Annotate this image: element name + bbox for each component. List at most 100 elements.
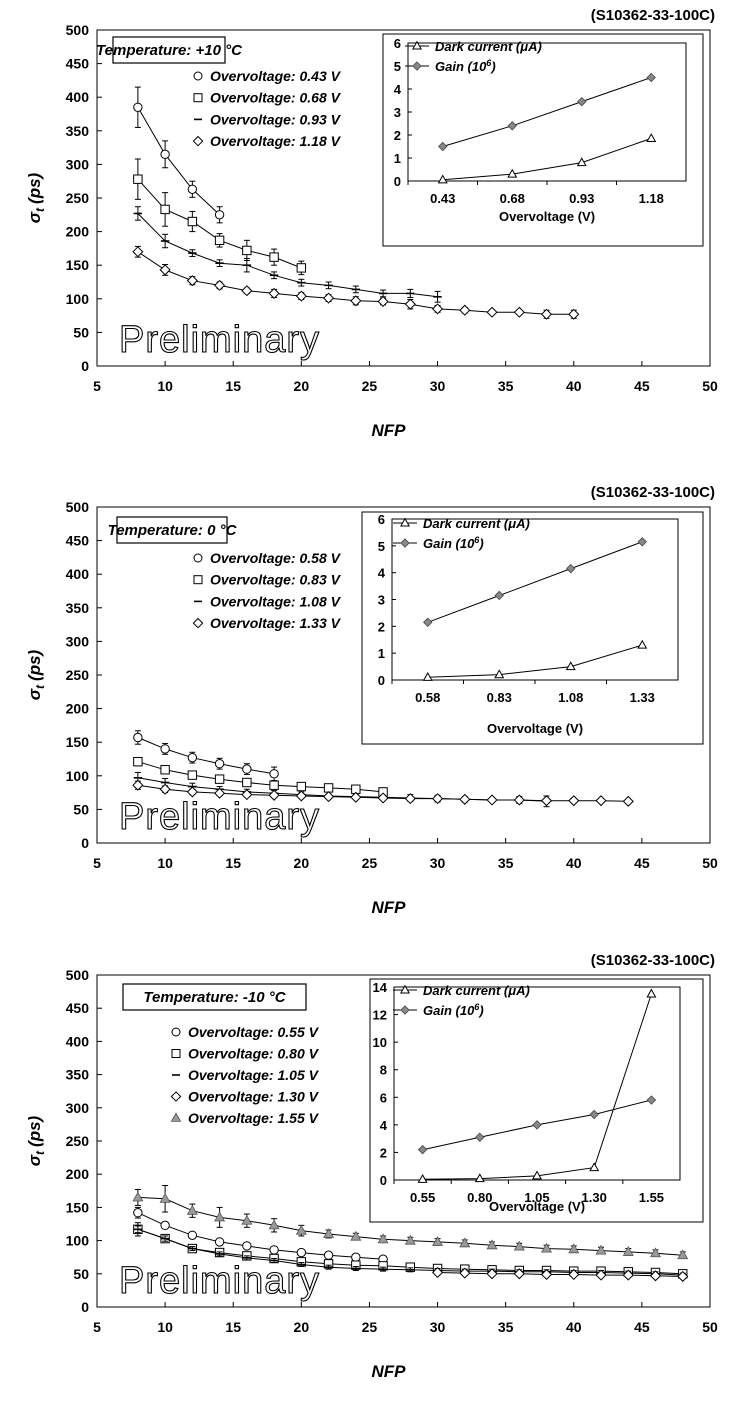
x-tick-label: 25 (362, 855, 378, 871)
data-point (541, 1242, 553, 1253)
data-point (568, 1268, 580, 1281)
inset-y-tick-label: 4 (394, 82, 402, 97)
y-axis-label-unit: (ps) (25, 1115, 44, 1147)
data-point (568, 1243, 580, 1254)
y-tick-label: 400 (66, 1033, 90, 1049)
data-point (186, 1204, 198, 1215)
y-tick-label: 250 (66, 1133, 90, 1149)
inset-data-point (566, 563, 576, 574)
inset-chart: 0 1 2 3 4 5 6 0.58 0.83 1.08 1.33 Overvoltage (V) Da… (361, 511, 704, 745)
inset-y-tick-label: 4 (380, 1118, 388, 1133)
series-2 (133, 158, 307, 276)
inset-data-point (507, 168, 518, 178)
inset-x-tick-label: 1.08 (558, 690, 583, 705)
inset-legend-text: Dark current ( (423, 983, 510, 998)
legend-entry: Overvoltage: 0.68 V (210, 90, 342, 106)
data-point (404, 298, 416, 310)
data-point (649, 1270, 662, 1282)
inset-y-tick-label: 0 (380, 1173, 387, 1188)
data-point (160, 1220, 170, 1231)
data-point (187, 770, 198, 780)
data-point (513, 306, 525, 318)
inset-legend-marker (400, 984, 410, 994)
x-tick-label: 35 (498, 1319, 514, 1335)
data-point (350, 1230, 362, 1241)
inset-legend-tail: A) (515, 983, 530, 998)
inset-data-point (646, 1095, 657, 1105)
y-tick-label: 350 (66, 123, 90, 139)
inset-legend-tail: ) (477, 1003, 483, 1018)
inset-x-tick-label: 0.93 (569, 191, 594, 206)
x-tick-label: 50 (702, 855, 718, 871)
y-tick-label: 50 (73, 324, 89, 340)
data-point (432, 1266, 444, 1279)
y-tick-label: 200 (66, 701, 90, 717)
legend-marker (170, 1091, 182, 1102)
inset-data-point (423, 617, 433, 628)
data-point (568, 308, 580, 320)
y-tick-label: 400 (66, 566, 90, 582)
x-tick-label: 20 (294, 378, 310, 394)
y-axis-label: σt (ps) (25, 172, 47, 223)
x-tick-label: 15 (225, 855, 241, 871)
y-tick-label: 250 (66, 190, 90, 206)
series-fit-curve (137, 737, 275, 775)
preliminary-watermark: Preliminary (119, 319, 320, 361)
inset-data-point (646, 988, 657, 998)
model-label: (S10362-33-100C) (591, 484, 715, 501)
inset-x-tick-label: 1.18 (639, 191, 664, 206)
data-point (513, 794, 525, 806)
chart-panel-1: (S10362-33-100C)050100150200250300350400… (25, 7, 718, 440)
inset-series-1 (422, 639, 648, 681)
data-point (269, 780, 279, 790)
y-tick-label: 100 (66, 1233, 90, 1249)
y-axis-label-symbol: σ (25, 688, 44, 700)
data-point (160, 204, 170, 215)
legend-marker (171, 1049, 181, 1058)
inset-data-point (417, 1144, 428, 1155)
x-tick-label: 30 (430, 378, 446, 394)
inset-data-point (646, 72, 656, 83)
temperature-label: Temperature: -10 °C (143, 989, 286, 1006)
x-tick-label: 50 (702, 1319, 718, 1335)
inset-legend-tail: A) (515, 516, 530, 531)
inset-data-point (637, 639, 648, 649)
series-1 (133, 86, 225, 224)
inset-y-tick-label: 0 (378, 673, 385, 688)
inset-x-tick-label: 1.30 (582, 1190, 607, 1205)
x-tick-label: 45 (634, 378, 650, 394)
temperature-box (122, 983, 307, 1011)
data-point (350, 295, 362, 307)
inset-data-point (438, 141, 448, 152)
legend-marker (193, 575, 203, 585)
model-label: (S10362-33-100C) (591, 952, 715, 969)
inset-y-tick-label: 14 (373, 980, 388, 995)
data-point (268, 287, 280, 299)
x-tick-label: 45 (634, 1319, 650, 1335)
y-axis-label-unit: (ps) (25, 649, 44, 681)
legend-entry: Overvoltage: 0.83 V (210, 572, 342, 588)
inset-data-point (576, 157, 587, 167)
preliminary-watermark: Preliminary (119, 796, 320, 838)
data-point (186, 275, 198, 287)
legend-entry: Overvoltage: 1.18 V (210, 133, 342, 149)
data-point (159, 783, 171, 795)
series-fit-curve (137, 107, 220, 216)
inset-y-tick-label: 3 (378, 593, 385, 608)
inset-y-tick-label: 10 (373, 1035, 387, 1050)
inset-plot-frame (407, 42, 687, 182)
data-point (540, 795, 553, 807)
legend-entry: Overvoltage: 0.55 V (188, 1024, 320, 1040)
data-point (323, 1228, 335, 1238)
y-axis-label-unit: (ps) (25, 172, 44, 204)
inset-legend-text: Gain (10 (423, 536, 475, 551)
data-point (269, 769, 279, 779)
chart-panel-2: (S10362-33-100C)050100150200250300350400… (25, 484, 718, 917)
temperature-label: Temperature: 0 °C (108, 522, 238, 539)
inset-series-line (427, 644, 643, 678)
x-tick-label: 40 (566, 378, 582, 394)
data-point (432, 1236, 444, 1246)
inset-legend-tail: ) (489, 59, 495, 74)
inset-data-point (422, 671, 433, 681)
